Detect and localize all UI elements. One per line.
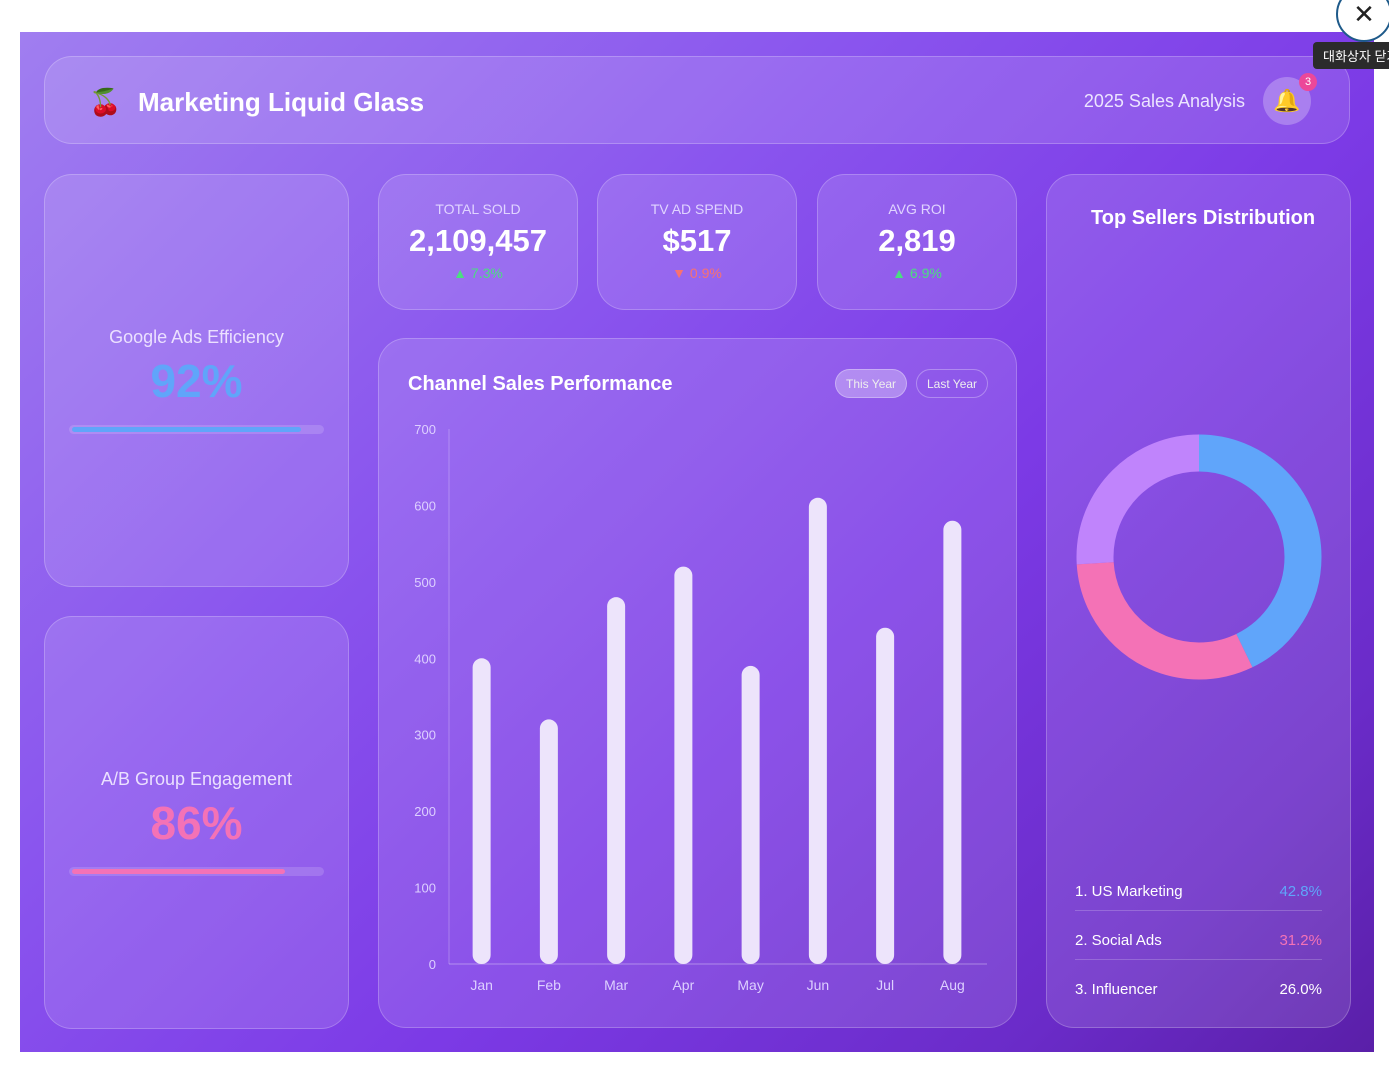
y-tick-label: 0 (429, 957, 436, 972)
legend-item: 3. Influencer 26.0% (1075, 981, 1322, 1008)
bar-may[interactable] (741, 665, 760, 964)
stat-avg-roi: AVG ROI 2,819 ▲ 6.9% (817, 174, 1017, 310)
cherry-icon: 🍒 (89, 87, 122, 117)
bell-icon: 🔔 (1273, 88, 1301, 113)
y-tick-label: 200 (414, 804, 436, 819)
gauge-label: Google Ads Efficiency (109, 327, 284, 347)
x-tick-label: Jun (807, 977, 830, 993)
bar-jul[interactable] (876, 627, 895, 964)
tab-last-year[interactable]: Last Year (916, 369, 989, 398)
x-tick-label: Aug (940, 977, 965, 993)
x-tick-label: Mar (604, 977, 628, 993)
bar-apr[interactable] (674, 566, 693, 964)
legend-item: 1. US Marketing 42.8% (1075, 883, 1322, 911)
ab-engagement-card: A/B Group Engagement 86% (44, 616, 349, 1029)
header-subtitle: 2025 Sales Analysis (1083, 91, 1245, 111)
notification-button[interactable]: 🔔 3 (1263, 73, 1317, 125)
stat-value: 2,109,457 (409, 223, 547, 258)
stat-change: ▲ 7.3% (453, 265, 503, 281)
legend-value: 31.2% (1279, 932, 1322, 949)
bar-jun[interactable] (808, 497, 827, 964)
x-tick-label: Jan (470, 977, 493, 993)
donut-chart (1076, 434, 1322, 680)
channel-sales-chart: Channel Sales Performance This Year Last… (378, 338, 1017, 1028)
close-dialog-button[interactable]: ✕ (1336, 0, 1389, 42)
legend-label: 2. Social Ads (1075, 932, 1162, 949)
donut-slice-3[interactable] (1076, 434, 1322, 680)
progress-bar (69, 425, 324, 434)
y-tick-label: 600 (414, 498, 436, 513)
stat-value: $517 (662, 223, 732, 258)
x-tick-label: Jul (876, 977, 894, 993)
bar-aug[interactable] (943, 520, 962, 964)
progress-fill (72, 427, 301, 432)
tab-this-year[interactable]: This Year (835, 369, 908, 398)
legend-item: 2. Social Ads 31.2% (1075, 932, 1322, 960)
stat-label: AVG ROI (888, 201, 946, 217)
bar-chart: 0 100 200 300 400 500 600 700 Jan Feb Mar Apr May Jun… (414, 422, 987, 993)
chart-title: Channel Sales Performance (408, 373, 673, 395)
google-ads-card: Google Ads Efficiency 92% (44, 174, 349, 587)
top-sellers-card: Top Sellers Distribution 1. US Marketing… (1046, 174, 1351, 1028)
gauge-value: 86% (150, 797, 243, 849)
distribution-title: Top Sellers Distribution (1091, 207, 1316, 229)
gauge-label: A/B Group Engagement (100, 769, 293, 789)
x-tick-label: May (737, 977, 763, 993)
progress-fill (72, 869, 286, 874)
y-tick-label: 100 (414, 881, 436, 896)
legend-label: 3. Influencer (1075, 981, 1158, 998)
stat-total-sold: TOTAL SOLD 2,109,457 ▲ 7.3% (378, 174, 578, 310)
bar-mar[interactable] (607, 597, 626, 964)
y-tick-label: 400 (414, 651, 436, 666)
stat-value: 2,819 (878, 223, 956, 258)
donut-slice-2[interactable] (1076, 434, 1322, 680)
close-tooltip: 대화상자 닫기 (1313, 42, 1389, 69)
progress-bar (69, 867, 324, 876)
bar-jan[interactable] (472, 658, 491, 964)
legend-label: 1. US Marketing (1075, 883, 1183, 900)
y-tick-label: 500 (414, 575, 436, 590)
x-tick-label: Apr (672, 977, 694, 993)
stat-tv-ad-spend: TV AD SPEND $517 ▼ 0.9% (597, 174, 797, 310)
app-title: Marketing Liquid Glass (138, 87, 425, 117)
close-icon: ✕ (1353, 0, 1375, 29)
stat-label: TV AD SPEND (650, 201, 744, 217)
gauge-value: 92% (150, 355, 243, 407)
header: 🍒 Marketing Liquid Glass 2025 Sales Anal… (44, 56, 1350, 144)
bar-feb[interactable] (539, 719, 558, 964)
legend-value: 26.0% (1279, 981, 1322, 998)
y-tick-label: 300 (414, 728, 436, 743)
stat-change: ▼ 0.9% (672, 265, 722, 281)
stat-change: ▲ 6.9% (892, 265, 942, 281)
stat-label: TOTAL SOLD (435, 201, 521, 217)
legend-value: 42.8% (1279, 883, 1322, 900)
dashboard: 🍒 Marketing Liquid Glass 2025 Sales Anal… (20, 32, 1374, 1052)
x-tick-label: Feb (537, 977, 561, 993)
y-tick-label: 700 (414, 422, 436, 437)
notification-badge: 3 (1299, 73, 1317, 91)
